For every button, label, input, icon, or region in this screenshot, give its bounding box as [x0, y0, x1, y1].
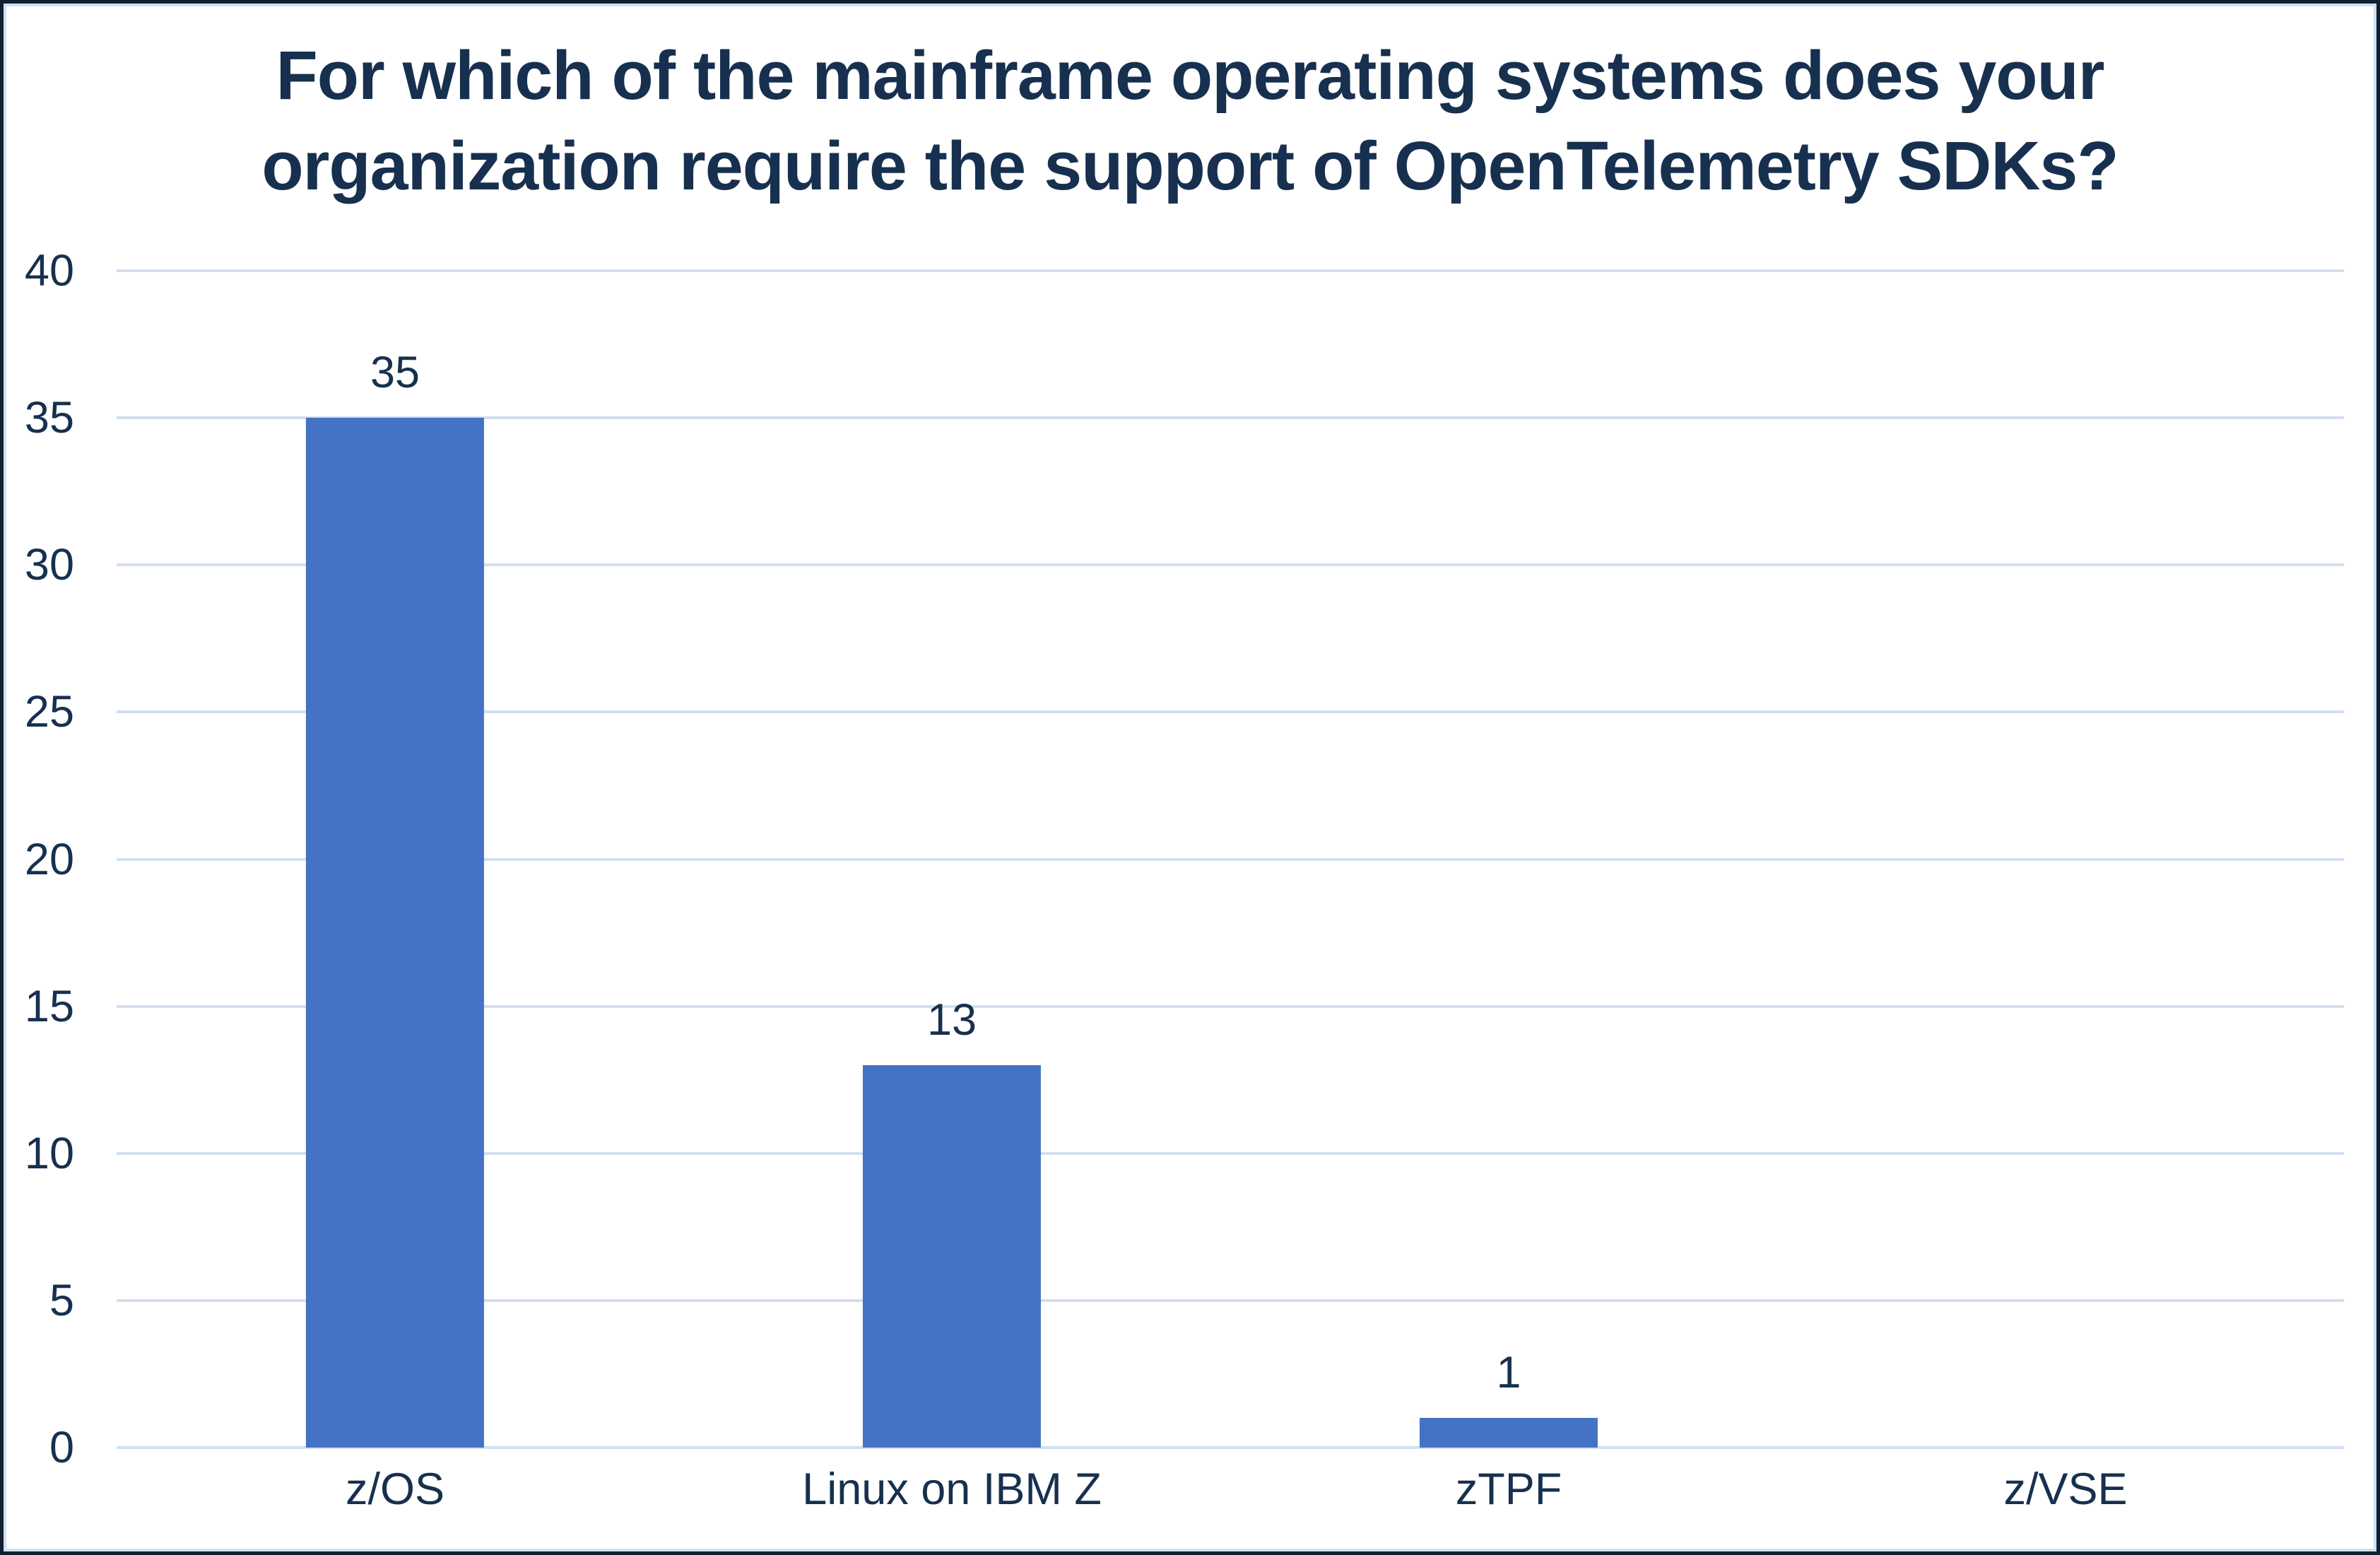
bar-slot-ztpf: 1 [1230, 271, 1787, 1448]
y-tick-label-0: 0 [49, 1423, 74, 1472]
x-tick-label-zvse: z/VSE [2003, 1465, 2128, 1514]
gridline-35 [117, 416, 2344, 420]
gridline-30 [117, 563, 2344, 567]
gridline-15 [117, 1004, 2344, 1008]
y-tick-label-15: 15 [24, 981, 74, 1031]
y-tick-label-35: 35 [24, 393, 74, 443]
bar-slot-linux-on-ibm-z: 13 [673, 271, 1230, 1448]
y-tick-label-5: 5 [49, 1275, 74, 1325]
bar-ztpf [1419, 1418, 1598, 1448]
x-axis: z/OS Linux on IBM Z zTPF z/VSE [117, 1464, 2344, 1515]
bar-zos [305, 418, 485, 1448]
gridline-5 [117, 1298, 2344, 1302]
chart-title: For which of the mainframe operating sys… [4, 30, 2376, 211]
gridline-20 [117, 857, 2344, 861]
gridline-10 [117, 1151, 2344, 1155]
bar-linux-on-ibm-z [862, 1064, 1042, 1448]
value-label-zos: 35 [370, 348, 420, 398]
chart-title-line-2: organization require the support of Open… [261, 127, 2119, 205]
plot-area: 35 13 1 [117, 269, 2344, 1449]
chart-title-line-1: For which of the mainframe operating sys… [276, 37, 2104, 114]
gridline-25 [117, 710, 2344, 714]
gridline-0 [117, 1446, 2344, 1449]
y-axis: 0 5 10 15 20 25 30 35 40 [4, 246, 74, 1472]
bar-slot-zvse [1787, 271, 2344, 1448]
gridline-40 [117, 269, 2344, 272]
bars-row: 35 13 1 [117, 271, 2344, 1448]
x-tick-label-linux-on-ibm-z: Linux on IBM Z [802, 1465, 1102, 1514]
value-label-linux-on-ibm-z: 13 [926, 994, 977, 1045]
value-label-ztpf: 1 [1496, 1348, 1521, 1398]
y-tick-label-25: 25 [24, 687, 74, 737]
bar-slot-zos: 35 [117, 271, 673, 1448]
x-tick-label-ztpf: zTPF [1455, 1465, 1562, 1514]
y-tick-label-30: 30 [24, 540, 74, 590]
y-tick-label-20: 20 [24, 834, 74, 884]
x-tick-label-zos: z/OS [345, 1465, 445, 1514]
y-tick-label-10: 10 [24, 1128, 74, 1178]
y-tick-label-40: 40 [24, 246, 74, 295]
